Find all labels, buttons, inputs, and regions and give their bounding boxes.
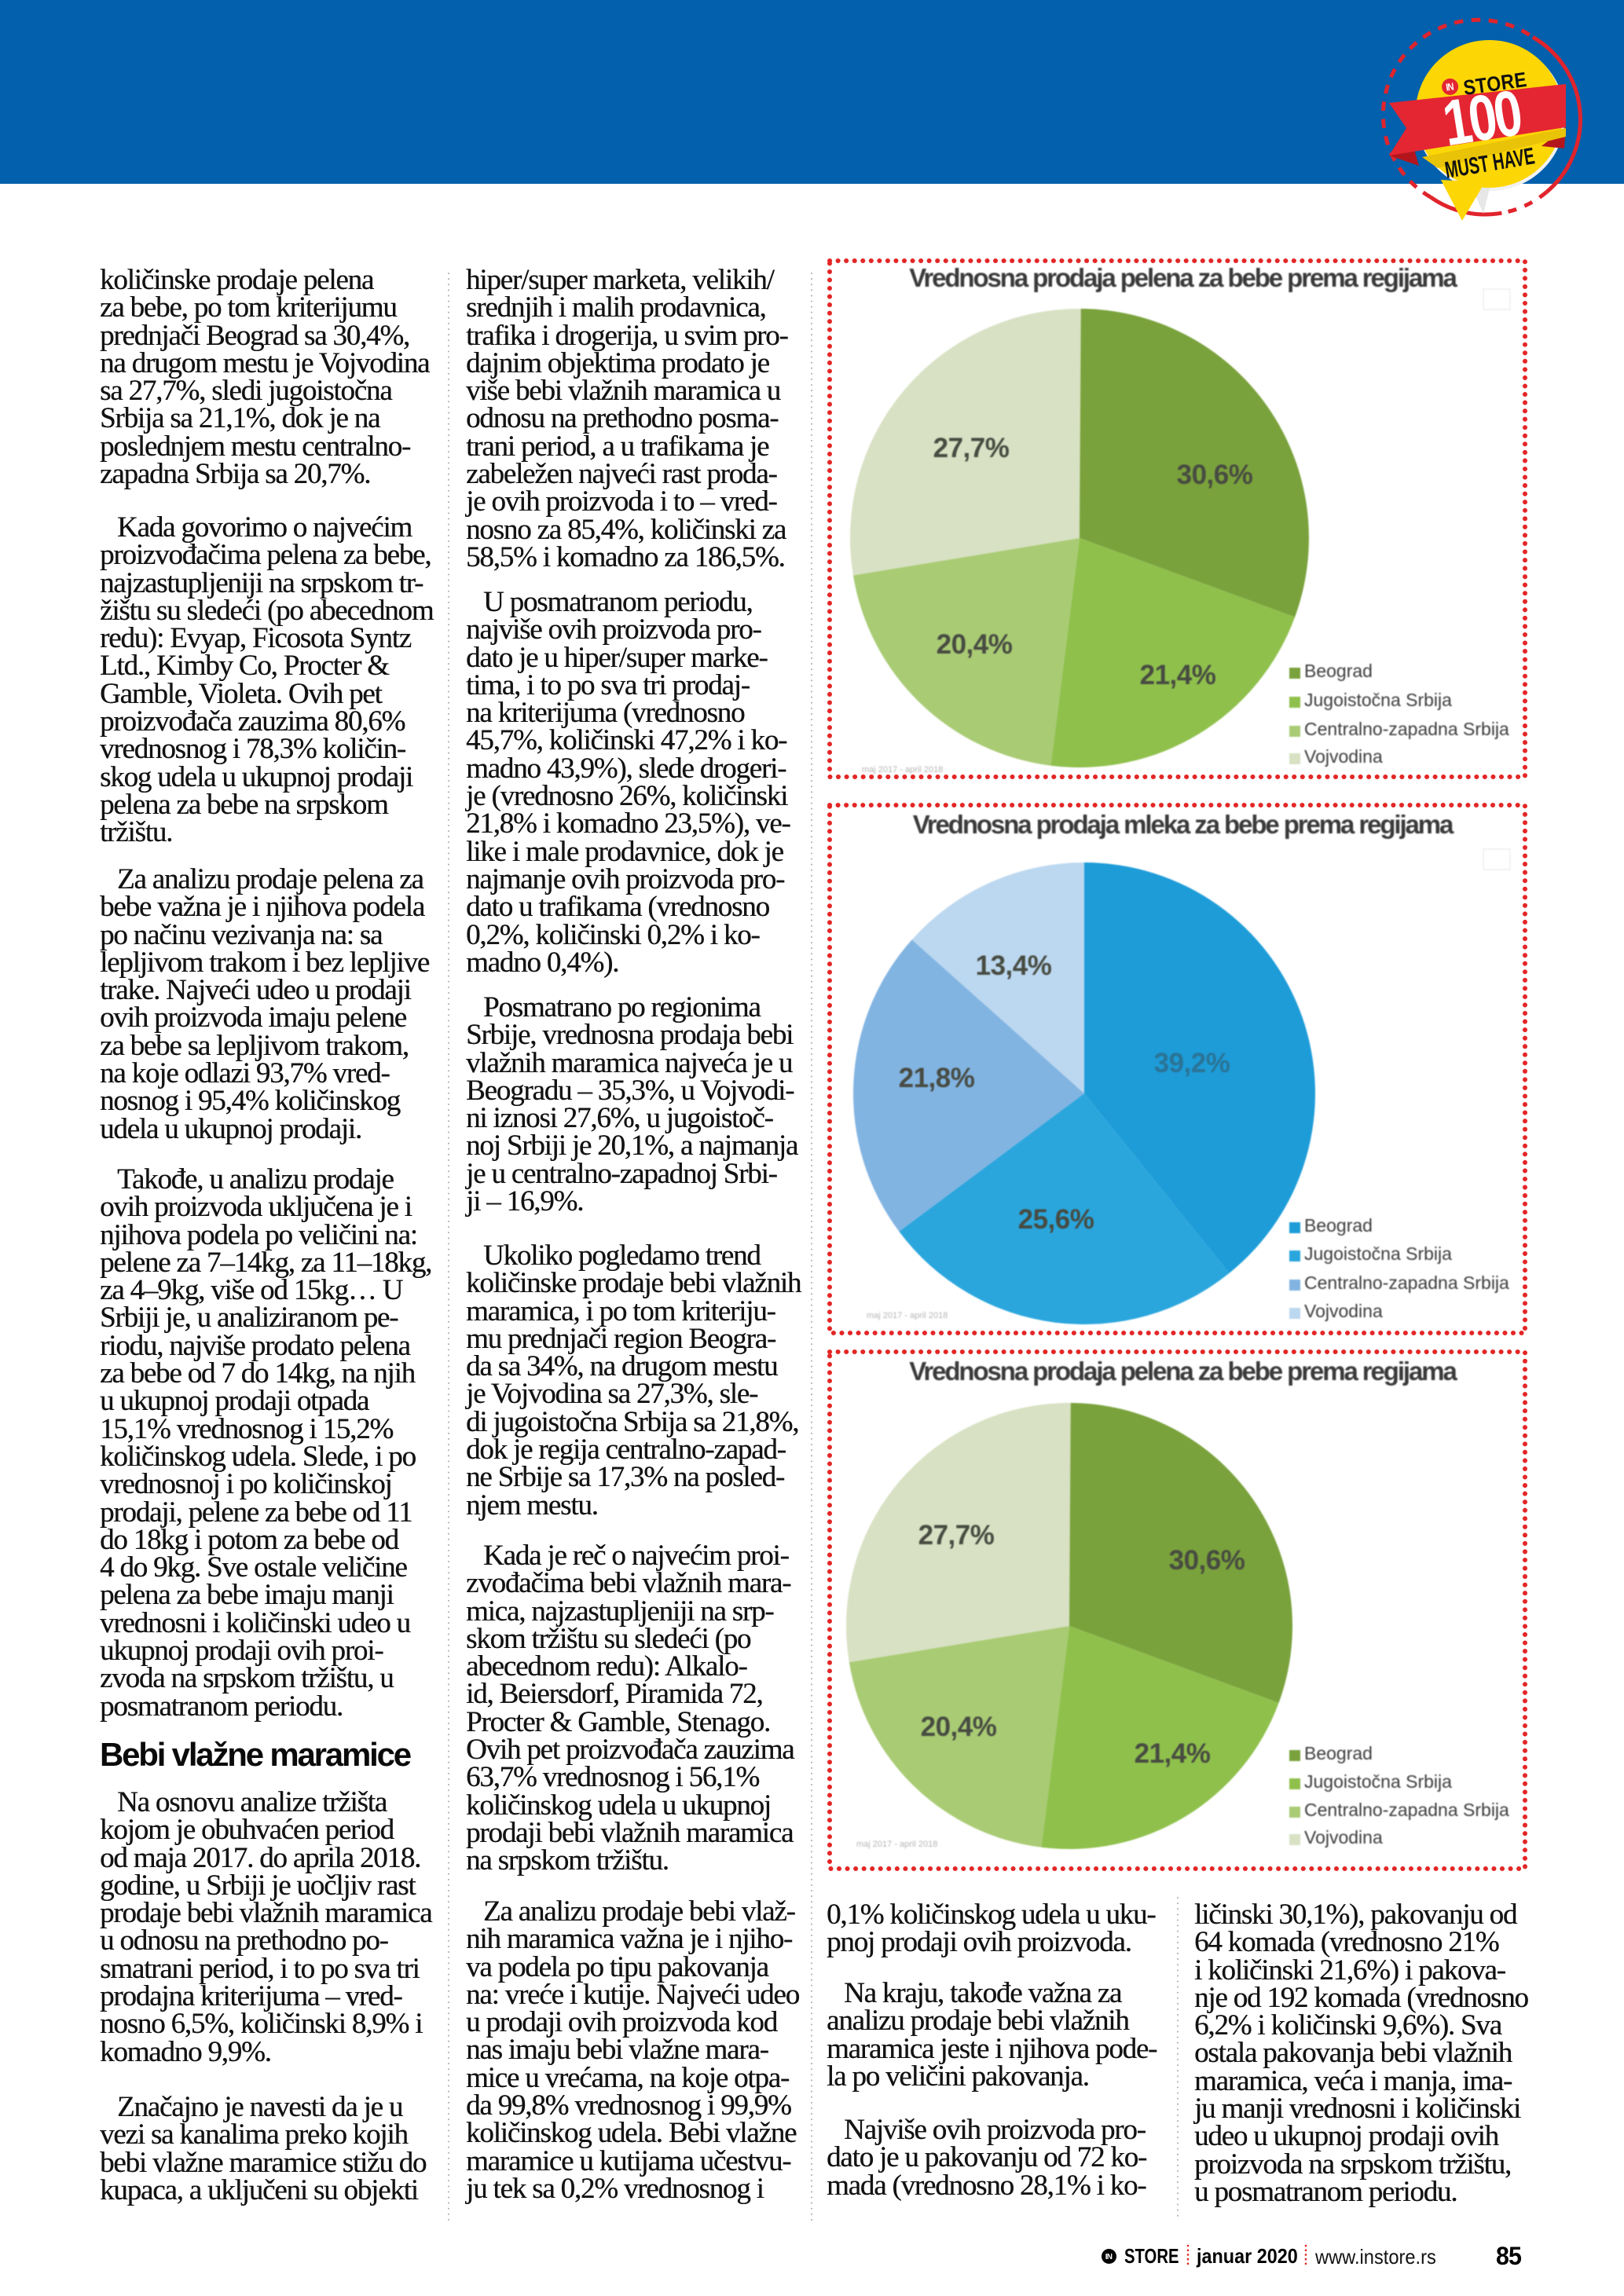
svg-text:Vojvodina: Vojvodina <box>1304 746 1383 767</box>
svg-text:Centralno-zapadna Srbija: Centralno-zapadna Srbija <box>1304 1273 1509 1293</box>
svg-text:30,6%: 30,6% <box>1177 460 1253 490</box>
svg-text:maj 2017 - april 2018: maj 2017 - april 2018 <box>856 1840 937 1849</box>
svg-text:21,4%: 21,4% <box>1140 660 1216 690</box>
svg-text:Beograd: Beograd <box>1304 1215 1373 1236</box>
svg-text:25,6%: 25,6% <box>1018 1204 1094 1235</box>
svg-text:27,7%: 27,7% <box>933 433 1010 463</box>
svg-text:maj 2017 - april 2018: maj 2017 - april 2018 <box>862 765 943 774</box>
svg-text:21,4%: 21,4% <box>1135 1738 1211 1769</box>
svg-text:20,4%: 20,4% <box>921 1712 997 1742</box>
svg-text:100: 100 <box>1438 76 1525 160</box>
svg-text:Vrednosna prodaja mleka za beb: Vrednosna prodaja mleka za bebe prema re… <box>913 810 1454 839</box>
svg-text:Jugoistočna Srbija: Jugoistočna Srbija <box>1304 1243 1452 1264</box>
svg-text:Vrednosna prodaja pelena za be: Vrednosna prodaja pelena za bebe prema r… <box>909 263 1457 292</box>
svg-text:Centralno-zapadna Srbija: Centralno-zapadna Srbija <box>1304 1800 1509 1820</box>
svg-text:Beograd: Beograd <box>1304 1743 1373 1763</box>
svg-text:IN: IN <box>1445 81 1454 93</box>
svg-text:Vojvodina: Vojvodina <box>1304 1301 1383 1321</box>
svg-text:39,2%: 39,2% <box>1154 1048 1230 1078</box>
svg-text:Vojvodina: Vojvodina <box>1304 1827 1383 1847</box>
svg-text:27,7%: 27,7% <box>918 1520 995 1551</box>
svg-text:Jugoistočna Srbija: Jugoistočna Srbija <box>1304 1771 1452 1792</box>
svg-text:Centralno-zapadna Srbija: Centralno-zapadna Srbija <box>1304 719 1509 739</box>
svg-text:IN: IN <box>1105 2253 1113 2261</box>
svg-text:21,8%: 21,8% <box>899 1063 975 1093</box>
svg-text:maj 2017 - april 2018: maj 2017 - april 2018 <box>867 1311 948 1320</box>
svg-text:Beograd: Beograd <box>1304 661 1373 681</box>
svg-text:30,6%: 30,6% <box>1169 1545 1245 1576</box>
svg-text:Vrednosna prodaja pelena za be: Vrednosna prodaja pelena za bebe prema r… <box>909 1357 1457 1386</box>
svg-text:Jugoistočna Srbija: Jugoistočna Srbija <box>1304 690 1452 710</box>
svg-text:20,4%: 20,4% <box>937 629 1013 660</box>
svg-text:13,4%: 13,4% <box>976 950 1052 981</box>
